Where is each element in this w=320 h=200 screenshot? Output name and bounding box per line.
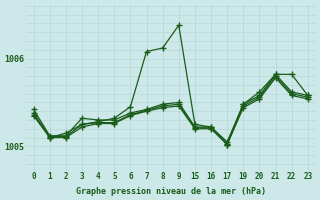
X-axis label: Graphe pression niveau de la mer (hPa): Graphe pression niveau de la mer (hPa) xyxy=(76,187,266,196)
